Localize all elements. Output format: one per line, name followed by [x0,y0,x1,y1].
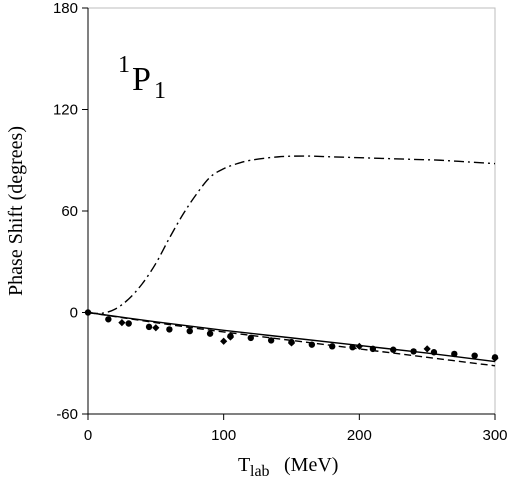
tick-labels: 0 100 200 300 -60 0 60 120 180 [53,0,508,444]
data-point [125,320,132,327]
x-tick-label: 200 [347,427,372,444]
x-tick-label: 0 [84,427,92,444]
series-line-dash-dot [87,155,496,315]
panel-label: 1 P 1 [118,52,166,104]
data-point-diamond [226,333,235,341]
y-tick-label: 120 [53,102,78,119]
panel-label-sup: 1 [118,52,130,78]
data-point [369,345,377,353]
y-axis-title: Phase Shift (degrees) [5,126,27,296]
data-point [206,330,214,337]
data-point-diamond [491,354,499,362]
data-point-diamond [152,324,160,332]
data-point [471,352,478,359]
x-axis-title: T lab (MeV) [238,454,338,480]
x-axis-title-main: T [238,454,250,476]
data-point [84,309,92,316]
x-axis-title-sub: lab [250,463,270,480]
axis-ticks [82,7,496,420]
series-layer [84,155,499,367]
y-tick-label: 180 [53,0,78,17]
data-point [308,341,316,348]
data-point [349,343,356,351]
data-point-diamond [355,342,363,350]
data-point [329,343,336,350]
data-point [390,346,397,353]
panel-label-sub: 1 [154,78,166,104]
data-point [166,326,173,333]
data-point [267,337,275,344]
x-tick-label: 300 [482,427,507,444]
data-point-diamond [287,339,296,347]
series-line-dashed [87,311,496,367]
series-line-solid [87,311,496,363]
data-point-diamond [423,345,431,353]
data-point [105,316,112,323]
y-tick-label: 60 [61,203,78,220]
x-axis-title-unit: (MeV) [284,454,338,476]
data-point-diamond [220,337,228,345]
data-point [430,349,438,356]
data-point [186,327,193,335]
data-point [247,334,254,342]
data-point-diamond [118,319,126,327]
data-point [145,323,153,331]
y-tick-label: -60 [56,406,78,423]
data-point [410,348,417,355]
panel-label-main: P [132,61,151,98]
x-tick-label: 100 [211,427,236,444]
data-point [451,350,458,358]
y-tick-label: 0 [70,305,78,322]
